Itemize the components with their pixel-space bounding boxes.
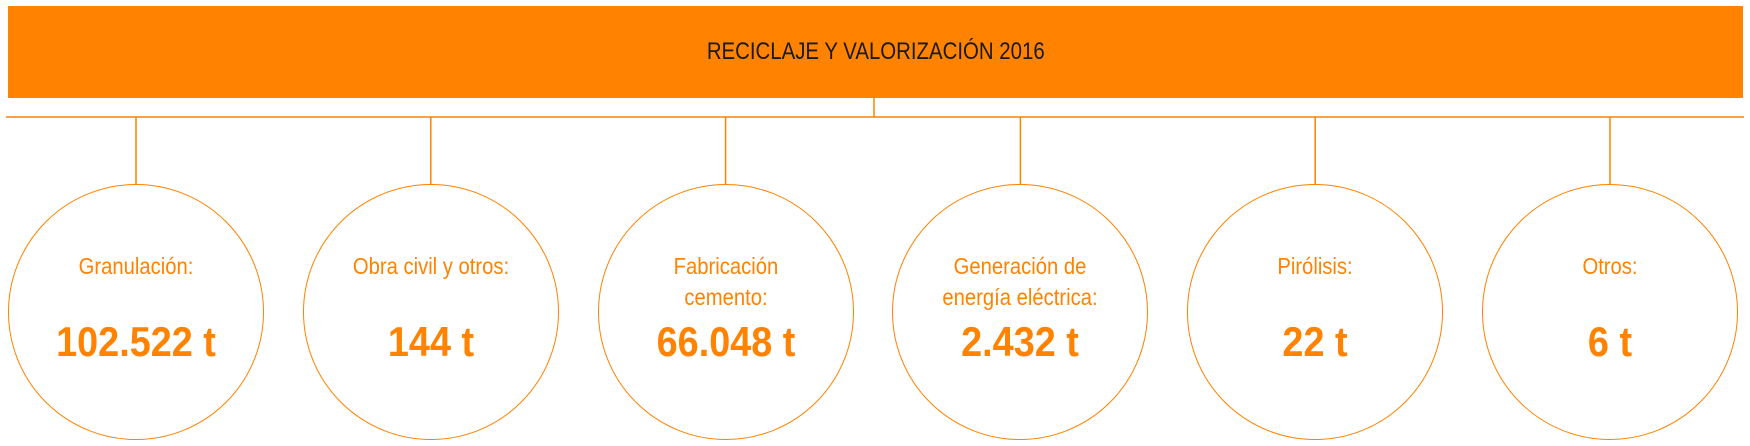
- node: Pirólisis: 22 t: [1187, 184, 1444, 440]
- node: Granulación: 102.522 t: [8, 184, 264, 440]
- node-value: 22 t: [1282, 318, 1348, 365]
- node-value: 6 t: [1587, 318, 1633, 365]
- node-value: 66.048 t: [656, 318, 795, 365]
- node-label: Obra civil y otros:: [352, 253, 509, 279]
- node-label: Pirólisis:: [1277, 253, 1353, 279]
- node-label: Fabricación cemento:: [673, 253, 778, 310]
- node-label: Granulación:: [78, 253, 194, 279]
- node: Obra civil y otros: 144 t: [302, 184, 559, 440]
- banner: RECICLAJE Y VALORIZACIÓN 2016: [8, 6, 1743, 98]
- node-value: 2.432 t: [961, 318, 1080, 365]
- node-label: Generación de energía eléctrica:: [942, 253, 1099, 310]
- node-label: Otros:: [1582, 253, 1638, 279]
- title: RECICLAJE Y VALORIZACIÓN 2016: [706, 38, 1045, 65]
- node: Fabricación cemento: 66.048 t: [597, 184, 854, 440]
- node: Otros: 6 t: [1482, 184, 1738, 440]
- node-value: 144 t: [387, 318, 474, 365]
- node: Generación de energía eléctrica: 2.432 t: [892, 184, 1149, 440]
- node-value: 102.522 t: [56, 318, 216, 365]
